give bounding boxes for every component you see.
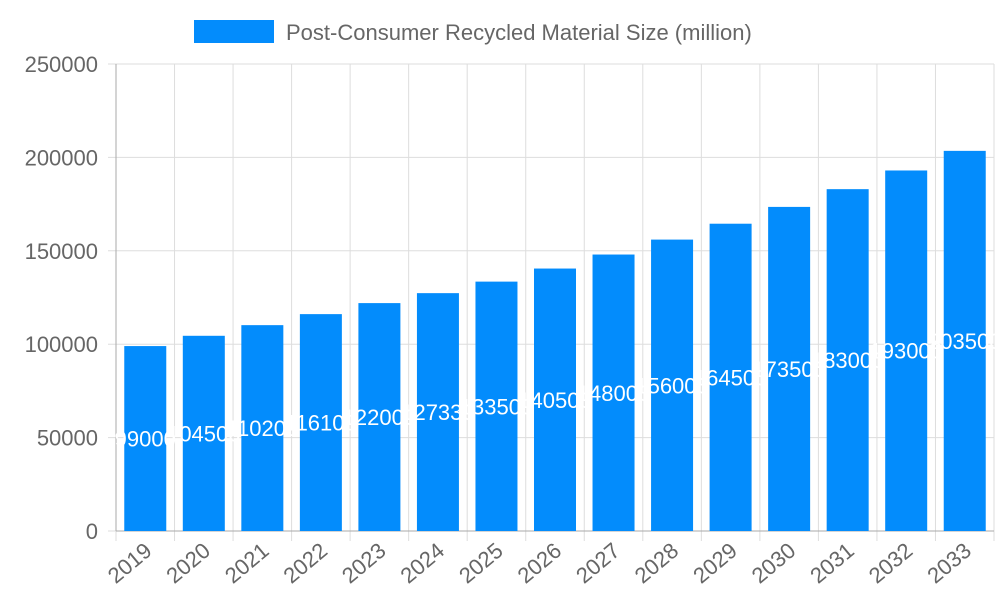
bar [358,303,401,531]
y-tick-label: 150000 [25,239,98,264]
data-label: 104500 [167,421,240,446]
y-tick-label: 0 [86,519,98,544]
x-tick-label: 2030 [747,538,801,589]
bar [416,293,459,531]
y-tick-label: 250000 [25,52,98,77]
x-tick-label: 2022 [279,538,333,589]
bar [241,325,284,531]
x-tick-label: 2021 [220,538,274,589]
data-label: 122000 [343,405,416,430]
bar [651,239,694,532]
data-label: 116100 [285,411,357,436]
data-label: 193000 [869,339,942,364]
bar [182,335,225,531]
x-tick-label: 2019 [103,538,157,589]
bar [768,206,811,532]
legend-label: Post-Consumer Recycled Material Size (mi… [286,20,752,45]
bar [826,189,869,531]
bar [943,150,986,531]
x-tick-label: 2024 [396,538,450,589]
data-label: 99000 [115,427,176,452]
bar [299,314,342,531]
data-label: 133500 [460,394,533,419]
x-tick-label: 2025 [454,538,508,589]
data-label: 127330 [401,400,474,425]
y-tick-label: 100000 [25,332,98,357]
data-label: 173500 [752,357,825,382]
x-tick-label: 2027 [571,538,625,589]
bar [475,281,518,531]
bar [124,346,167,531]
x-tick-label: 2020 [161,538,215,589]
bar [534,268,576,531]
x-tick-label: 2029 [688,538,742,589]
x-tick-label: 2028 [630,538,684,589]
x-tick-label: 2033 [922,538,976,589]
bar [885,170,928,531]
data-label: 156000 [635,373,708,398]
data-label: 148000 [577,381,650,406]
x-tick-label: 2032 [864,538,918,589]
data-label: 183000 [811,348,884,373]
x-tick-label: 2031 [805,538,859,589]
y-tick-label: 50000 [37,426,98,451]
data-label: 140500 [518,388,591,413]
y-tick-label: 200000 [25,145,98,170]
bar [709,223,752,532]
data-label: 110200 [226,416,298,441]
x-tick-label: 2023 [337,538,391,589]
data-label: 203500 [928,329,1000,354]
legend-swatch [194,20,274,43]
bar [592,254,635,531]
data-label: 164500 [694,365,767,390]
x-tick-label: 2026 [513,538,567,589]
